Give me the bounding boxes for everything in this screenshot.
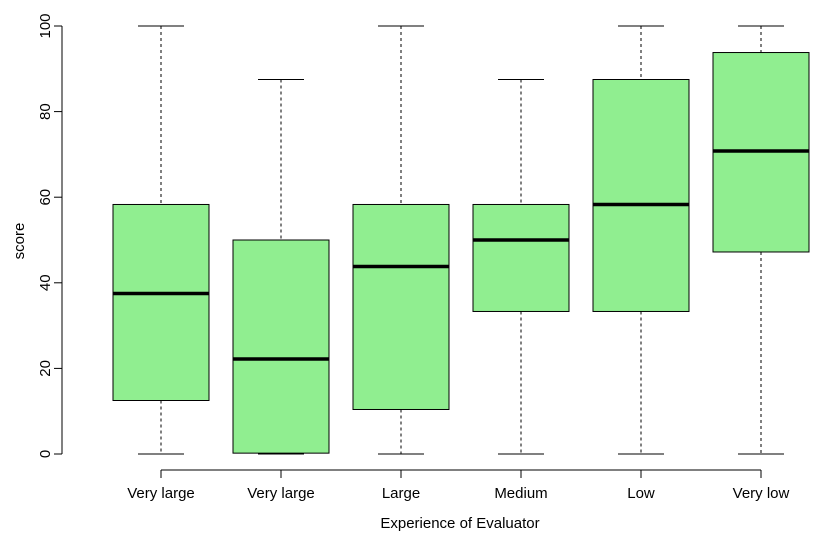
box xyxy=(592,79,690,312)
y-tick-label: 80 xyxy=(37,103,54,120)
y-tick-label: 20 xyxy=(37,360,54,377)
x-axis-title: Experience of Evaluator xyxy=(380,515,539,532)
x-tick-label: Low xyxy=(627,485,655,502)
y-tick-label: 100 xyxy=(37,13,54,38)
x-tick-label: Very large xyxy=(127,485,195,502)
y-tick-label: 40 xyxy=(37,274,54,291)
box xyxy=(112,203,210,401)
box xyxy=(472,203,570,312)
y-tick-label: 0 xyxy=(37,450,54,458)
x-tick-label: Medium xyxy=(494,485,547,502)
box-group xyxy=(352,25,450,455)
y-axis-title: score xyxy=(11,223,28,260)
box-group xyxy=(112,25,210,455)
box-group xyxy=(592,25,690,455)
x-tick-label: Very low xyxy=(733,485,790,502)
x-tick-label: Very large xyxy=(247,485,315,502)
box xyxy=(352,203,450,410)
x-axis: Very large Very large Large Medium Low Very l… xyxy=(127,469,790,502)
x-tick-label: Large xyxy=(382,485,420,502)
box-group xyxy=(712,25,810,455)
y-tick-label: 60 xyxy=(37,189,54,206)
box-group xyxy=(472,79,570,455)
box-group xyxy=(232,79,330,455)
box xyxy=(232,239,330,454)
y-axis: 0 20 40 60 80 100 xyxy=(37,13,63,458)
plot-area xyxy=(112,25,810,455)
